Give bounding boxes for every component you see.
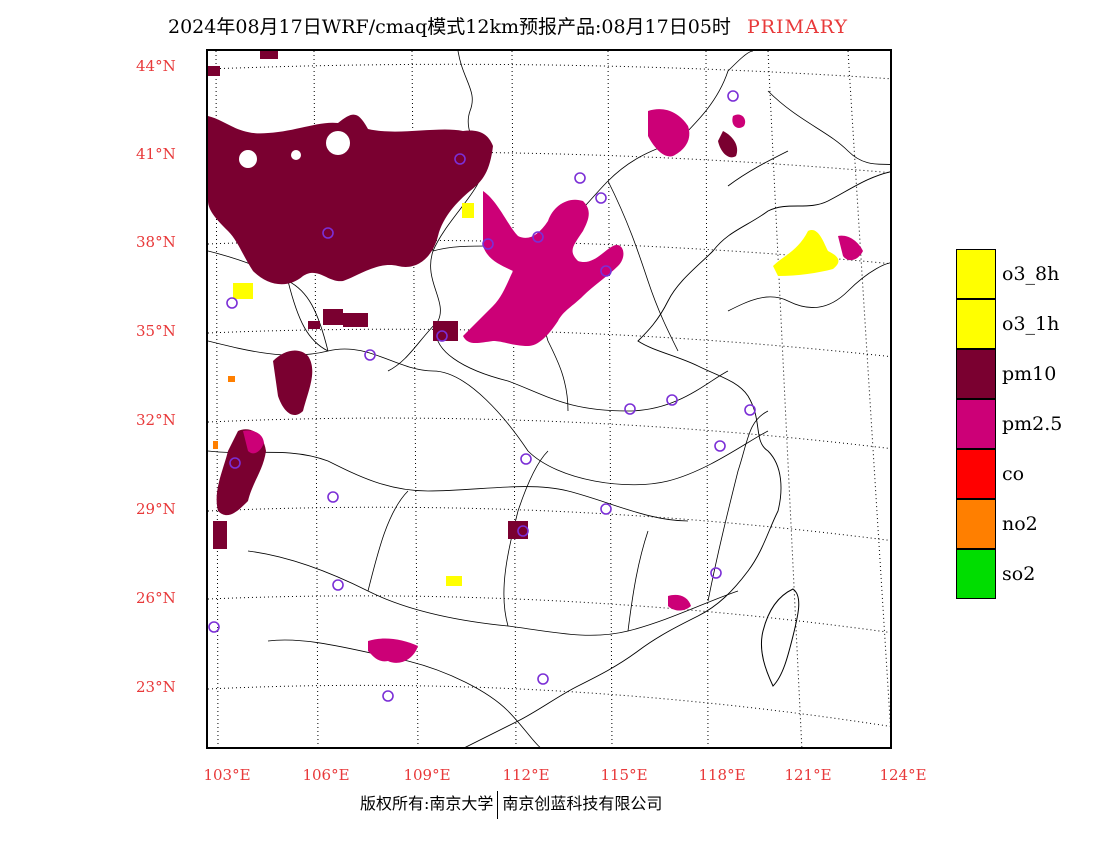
lat-label-26n: 26°N	[136, 589, 176, 607]
o3-areas	[233, 203, 839, 586]
lat-label-32n: 32°N	[136, 411, 176, 429]
lat-label-23n: 23°N	[136, 678, 176, 696]
legend-swatch	[956, 499, 996, 549]
primary-label: PRIMARY	[746, 16, 849, 38]
legend-label: no2	[1002, 513, 1038, 535]
lat-label-41n: 41°N	[136, 145, 176, 163]
pm25-areas	[243, 109, 863, 663]
no2-areas	[213, 376, 235, 449]
copyright-footer: 版权所有:南京大学 南京创蓝科技有限公司	[360, 790, 662, 819]
legend-swatch	[956, 449, 996, 499]
legend-swatch	[956, 399, 996, 449]
legend-label: pm2.5	[1002, 413, 1063, 435]
title-text: 2024年08月17日WRF/cmaq模式12km预报产品:08月17日05时	[168, 16, 731, 38]
map-frame	[206, 49, 892, 749]
copyright-right: 南京创蓝科技有限公司	[502, 794, 663, 813]
legend-swatch	[956, 349, 996, 399]
legend-label: o3_8h	[1002, 263, 1060, 285]
legend-label: pm10	[1002, 363, 1057, 385]
legend-swatch	[956, 299, 996, 349]
lon-label-118e: 118°E	[698, 766, 746, 784]
copyright-separator	[497, 790, 499, 819]
legend-label: so2	[1002, 563, 1036, 585]
lon-label-115e: 115°E	[600, 766, 648, 784]
lon-label-103e: 103°E	[203, 766, 251, 784]
lat-label-44n: 44°N	[136, 57, 176, 75]
map-title: 2024年08月17日WRF/cmaq模式12km预报产品:08月17日05时 …	[168, 12, 848, 39]
lon-label-121e: 121°E	[784, 766, 832, 784]
pm10-areas	[208, 51, 738, 549]
lon-label-106e: 106°E	[302, 766, 350, 784]
coastline	[464, 150, 890, 747]
legend-swatch	[956, 549, 996, 599]
station-markers	[208, 90, 756, 702]
lat-label-29n: 29°N	[136, 500, 176, 518]
legend-label: o3_1h	[1002, 313, 1060, 335]
legend-swatch	[956, 249, 996, 299]
taiwan-outline	[760, 588, 800, 687]
lon-label-109e: 109°E	[403, 766, 451, 784]
legend-label: co	[1002, 463, 1025, 485]
forecast-map	[208, 51, 890, 747]
lon-label-124e: 124°E	[879, 766, 927, 784]
lon-label-112e: 112°E	[502, 766, 550, 784]
copyright-left: 版权所有:南京大学	[360, 794, 494, 813]
lat-label-35n: 35°N	[136, 322, 176, 340]
lat-label-38n: 38°N	[136, 233, 176, 251]
